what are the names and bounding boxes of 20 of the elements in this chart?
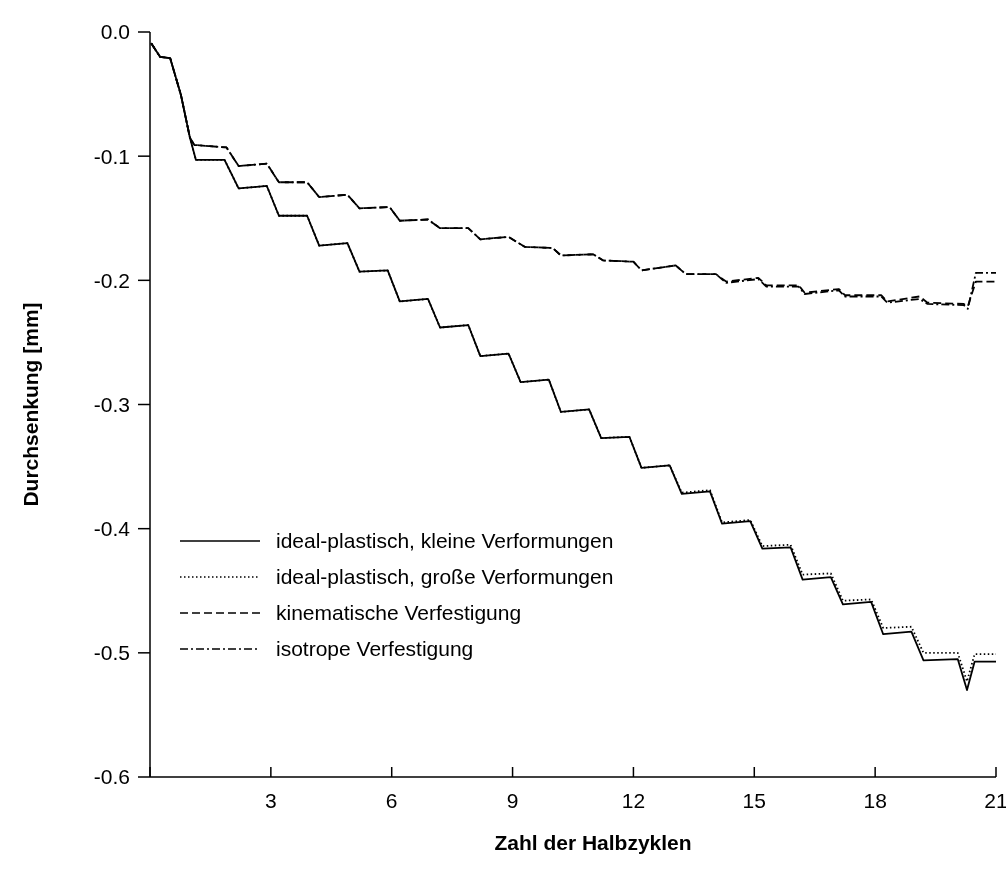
y-tick-label: -0.2	[93, 268, 130, 292]
y-tick-label: -0.1	[93, 144, 130, 168]
x-tick-label: 6	[385, 789, 398, 812]
y-tick-label: -0.4	[93, 517, 131, 541]
x-tick-label: 12	[621, 789, 646, 812]
y-tick-label: -0.5	[93, 641, 130, 665]
legend-label: isotrope Verfestigung	[276, 637, 474, 661]
x-tick-label: 9	[506, 789, 519, 812]
y-axis-title: Durchsenkung [mm]	[19, 302, 42, 507]
legend-label: ideal-plastisch, kleine Verformungen	[276, 529, 614, 553]
x-axis-title: Zahl der Halbzyklen	[494, 831, 692, 854]
x-tick-label: 15	[742, 789, 766, 812]
legend-label: ideal-plastisch, große Verformungen	[276, 565, 614, 589]
y-tick-label: -0.6	[93, 765, 130, 789]
x-tick-label: 21	[984, 789, 1006, 812]
legend-label: kinematische Verfestigung	[276, 601, 522, 625]
x-tick-label: 18	[863, 789, 887, 812]
x-tick-label: 3	[265, 789, 277, 812]
y-tick-label: 0.0	[100, 20, 130, 44]
y-tick-label: -0.3	[93, 392, 130, 416]
